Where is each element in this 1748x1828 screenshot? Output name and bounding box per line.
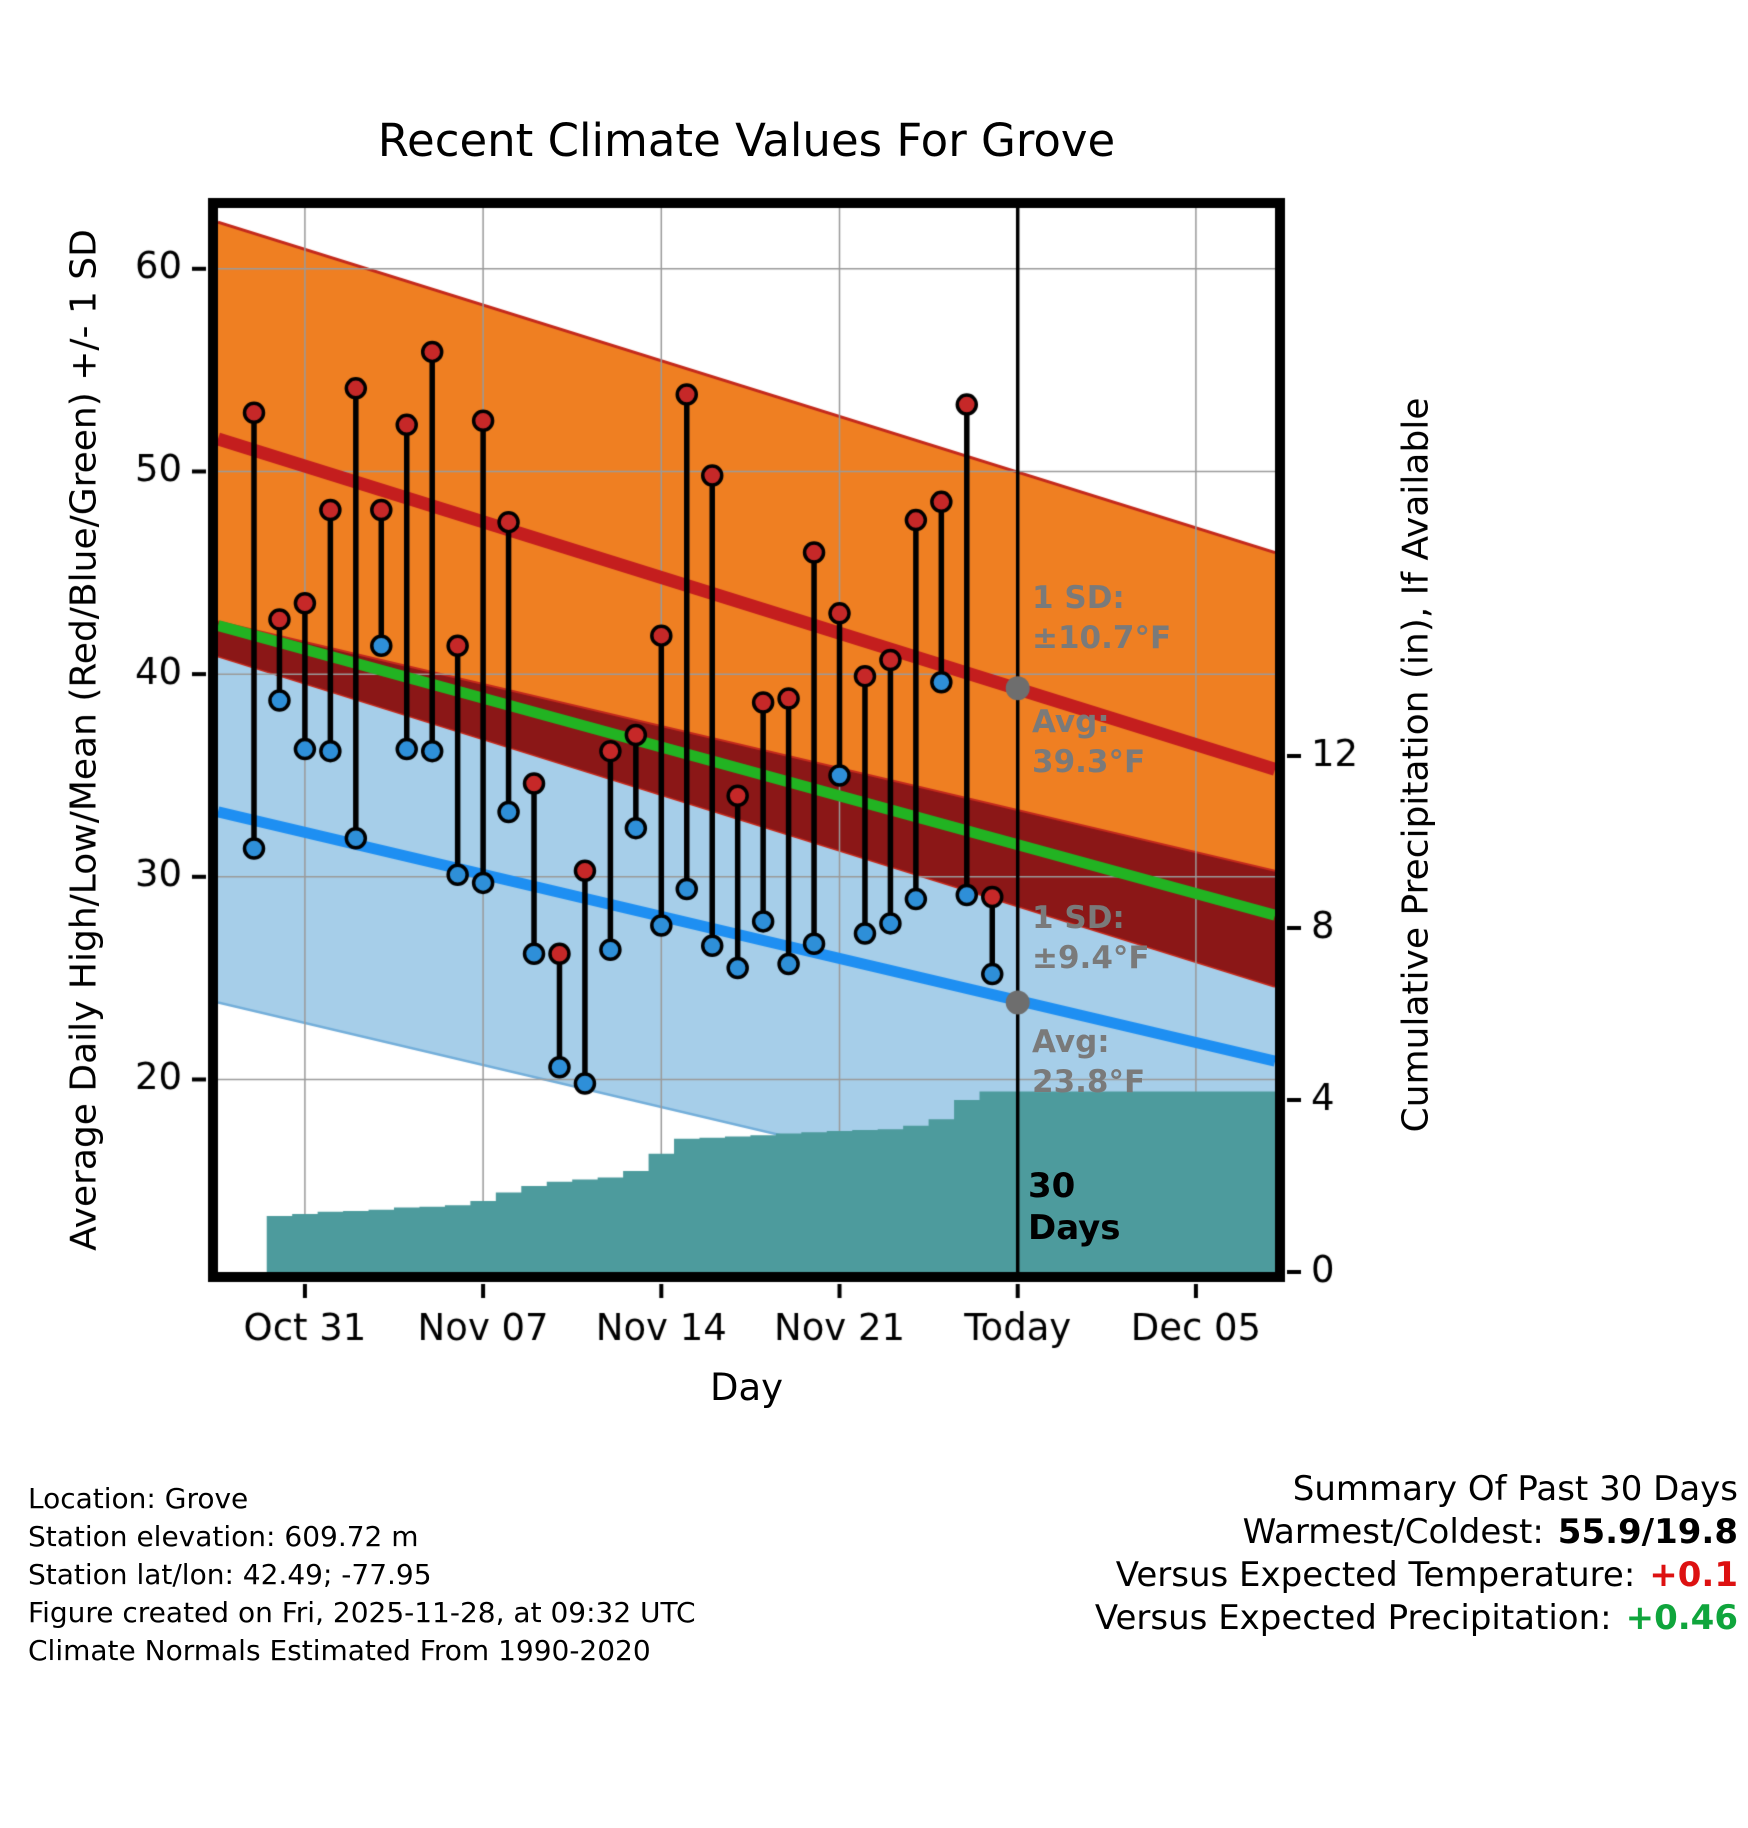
annotation-low-sd-line1: 1 SD: <box>1032 900 1125 936</box>
summary-value: +0.46 <box>1625 1598 1738 1638</box>
climate-normals-note: Climate Normals Estimated From 1990-2020 <box>28 1634 651 1667</box>
summary-value: 55.9/19.8 <box>1557 1512 1738 1552</box>
summary-label: Versus Expected Temperature: <box>1115 1555 1636 1595</box>
annotation-low-sd-line2: ±9.4°F <box>1032 940 1150 976</box>
station-info: Location: Grove Station elevation: 609.7… <box>28 1480 696 1670</box>
annotation-high-sd-line1: 1 SD: <box>1032 580 1125 616</box>
station-latlon: Station lat/lon: 42.49; -77.95 <box>28 1558 432 1591</box>
summary-row-vs-precipitation: Versus Expected Precipitation: +0.46 <box>1095 1597 1738 1640</box>
summary-row-warmest-coldest: Warmest/Coldest: 55.9/19.8 <box>1095 1511 1738 1554</box>
summary-label: Versus Expected Precipitation: <box>1094 1598 1612 1638</box>
annotation-high-sd-line2: ±10.7°F <box>1032 620 1172 656</box>
summary-value: +0.1 <box>1649 1555 1738 1595</box>
chart-title: Recent Climate Values For Grove <box>377 114 1116 167</box>
summary-title: Summary Of Past 30 Days <box>1292 1469 1738 1509</box>
summary-label: Warmest/Coldest: <box>1242 1512 1544 1552</box>
figure-created: Figure created on Fri, 2025-11-28, at 09… <box>28 1596 696 1629</box>
annotation-30-days: 30 Days <box>1028 1165 1121 1249</box>
x-axis-label: Day <box>709 1366 784 1409</box>
annotation-30-days-line2: Days <box>1028 1208 1121 1248</box>
annotation-avg-low-line1: Avg: <box>1032 1024 1110 1060</box>
annotation-avg-high-line2: 39.3°F <box>1032 744 1146 780</box>
y-axis-right-label: Cumulative Precipitation (in), If Availa… <box>1395 397 1437 1133</box>
annotation-avg-low: Avg: 23.8°F <box>1032 1022 1145 1102</box>
annotation-avg-high: Avg: 39.3°F <box>1032 702 1145 782</box>
summary-panel: Summary Of Past 30 Days Warmest/Coldest:… <box>1095 1468 1738 1640</box>
station-elevation: Station elevation: 609.72 m <box>28 1520 419 1553</box>
annotation-30-days-line1: 30 <box>1028 1166 1076 1206</box>
station-location: Location: Grove <box>28 1482 249 1515</box>
annotation-avg-high-line1: Avg: <box>1032 704 1110 740</box>
annotation-high-sd: 1 SD: ±10.7°F <box>1032 578 1171 658</box>
y-axis-left-label: Average Daily High/Low/Mean (Red/Blue/Gr… <box>63 229 105 1251</box>
annotation-avg-low-line2: 23.8°F <box>1032 1064 1146 1100</box>
summary-row-vs-temperature: Versus Expected Temperature: +0.1 <box>1095 1554 1738 1597</box>
annotation-low-sd: 1 SD: ±9.4°F <box>1032 898 1150 978</box>
